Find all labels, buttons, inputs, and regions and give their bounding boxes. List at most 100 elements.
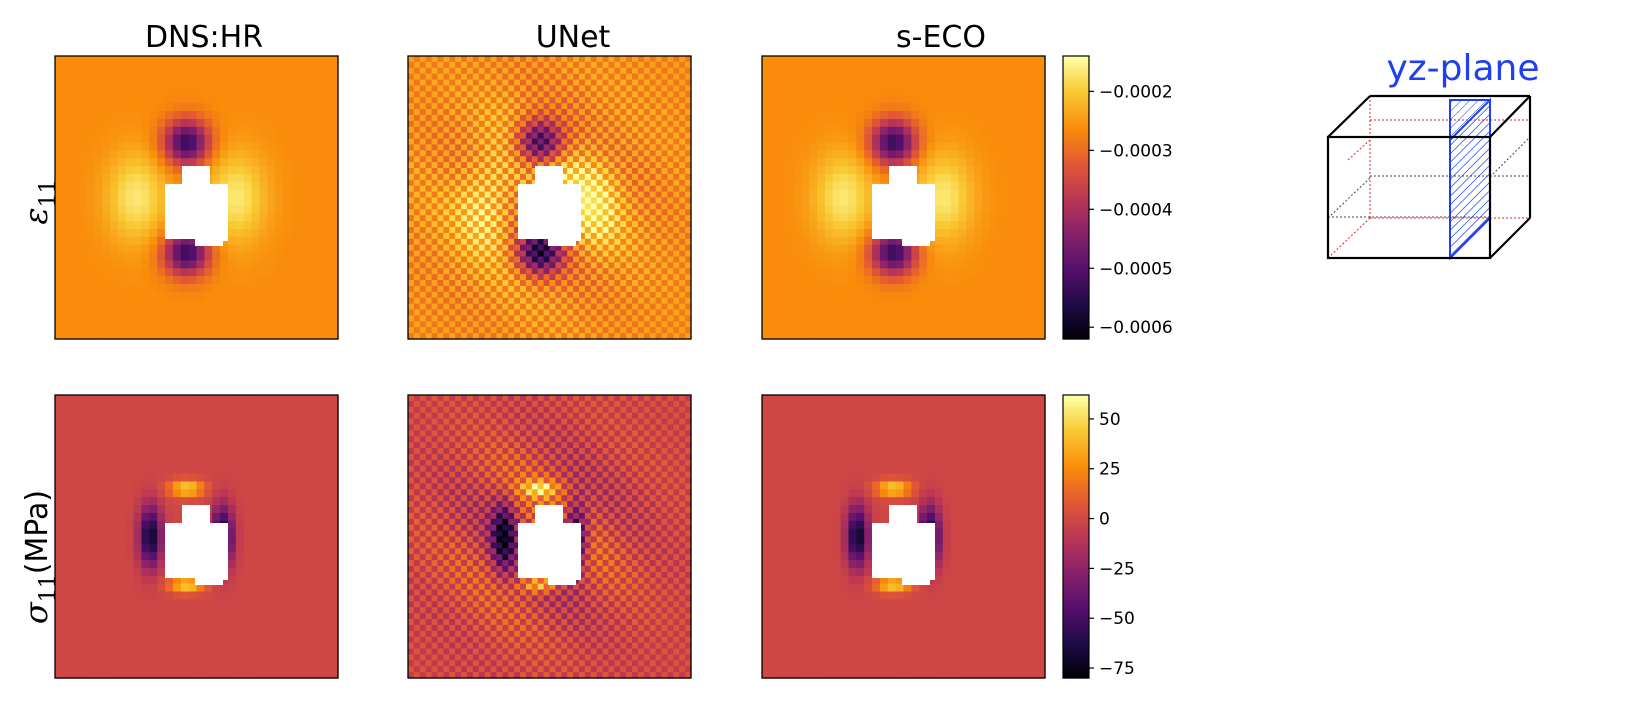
heatmap-cell (626, 209, 633, 216)
heatmap-cell (157, 111, 166, 120)
heatmap-cell (848, 252, 857, 261)
heatmap-cell (133, 173, 143, 183)
heatmap-cell (632, 232, 639, 240)
heatmap-cell (903, 150, 912, 159)
heatmap-cell (561, 256, 568, 263)
heatmap-cell (769, 315, 779, 324)
heatmap-cell (408, 280, 415, 287)
heatmap-cell (966, 283, 975, 293)
heatmap-cell (188, 283, 198, 293)
heatmap-cell (472, 321, 480, 328)
heatmap-cell (667, 268, 674, 275)
heatmap-cell (942, 236, 952, 246)
heatmap-cell (117, 252, 127, 261)
heatmap-cell (149, 87, 158, 96)
heatmap-cell (590, 168, 598, 175)
heatmap-cell (431, 226, 439, 234)
heatmap-cell (330, 276, 339, 285)
heatmap-cell (478, 244, 486, 252)
heatmap-cell (590, 138, 598, 146)
heatmap-cell (1005, 268, 1015, 277)
heatmap-cell (62, 489, 72, 498)
heatmap-cell (793, 189, 802, 199)
heatmap-cell (673, 333, 680, 340)
heatmap-cell (848, 63, 857, 73)
heatmap-cell (437, 97, 444, 104)
heatmap-cell (455, 91, 462, 98)
heatmap-cell (561, 120, 568, 128)
heatmap-cell (157, 244, 166, 254)
heatmap-cell (620, 67, 627, 75)
heatmap-cell (102, 79, 111, 89)
heatmap-cell (157, 299, 166, 309)
heatmap-cell (602, 97, 610, 104)
heatmap-cell (455, 162, 462, 169)
heatmap-cell (637, 256, 645, 263)
heatmap-cell (777, 205, 787, 214)
heatmap-cell (685, 144, 692, 151)
heatmap-cell (466, 126, 474, 134)
heatmap-cell (298, 268, 308, 277)
heatmap-cell (608, 114, 615, 122)
heatmap-cell (514, 226, 521, 234)
heatmap-cell (125, 103, 135, 112)
heatmap-cell (643, 132, 651, 140)
heatmap-cell (496, 303, 503, 311)
heatmap-cell (537, 56, 545, 63)
heatmap-cell (165, 111, 174, 120)
heatmap-cell (1021, 307, 1030, 317)
heatmap-cell (290, 95, 300, 104)
heatmap-cell (62, 205, 72, 214)
heatmap-cell (927, 87, 936, 96)
heatmap-cell (455, 244, 462, 252)
heatmap-cell (425, 67, 433, 75)
heatmap-cell (762, 134, 771, 144)
heatmap-cell (508, 209, 515, 216)
heatmap-cell (537, 321, 545, 328)
heatmap-cell (1013, 291, 1023, 301)
heatmap-cell (290, 142, 300, 151)
heatmap-cell (673, 244, 680, 252)
heatmap-cell (685, 209, 692, 216)
heatmap-cell (110, 142, 119, 151)
heatmap-cell (449, 238, 456, 246)
heatmap-cell (573, 274, 580, 281)
heatmap-cell (879, 236, 889, 246)
heatmap-cell (997, 331, 1007, 340)
heatmap-cell (419, 333, 427, 340)
heatmap-cell (437, 315, 444, 322)
heatmap-cell (437, 138, 444, 146)
heatmap-cell (437, 126, 444, 134)
heatmap-cell (832, 228, 842, 238)
heatmap-cell (614, 274, 621, 281)
heatmap-cell (989, 150, 999, 159)
heatmap-cell (94, 323, 103, 332)
heatmap-cell (584, 291, 592, 299)
heatmap-cell (322, 260, 331, 269)
heatmap-strain-dns-hr (54, 55, 339, 340)
heatmap-cell (840, 276, 850, 285)
heatmap-cell (561, 85, 568, 92)
heatmap-cell (437, 197, 444, 204)
heatmap-cell (974, 56, 983, 65)
heatmap-cell (549, 327, 556, 334)
heatmap-cell (667, 150, 674, 157)
heatmap-cell (872, 173, 881, 183)
heatmap-cell (251, 189, 260, 199)
heatmap-cell (848, 307, 857, 317)
heatmap-cell (667, 262, 674, 269)
heatmap-cell (997, 213, 1007, 222)
heatmap-cell (520, 179, 527, 187)
heatmap-cell (864, 205, 873, 214)
heatmap-cell (455, 61, 462, 69)
heatmap-cell (649, 97, 657, 104)
heatmap-cell (769, 181, 779, 191)
heatmap-cell (141, 323, 150, 332)
heatmap-cell (537, 67, 545, 75)
heatmap-cell (520, 67, 527, 75)
heatmap-cell (685, 221, 692, 228)
heatmap-cell (614, 156, 621, 163)
heatmap-cell (578, 162, 586, 169)
heatmap-cell (413, 280, 421, 287)
